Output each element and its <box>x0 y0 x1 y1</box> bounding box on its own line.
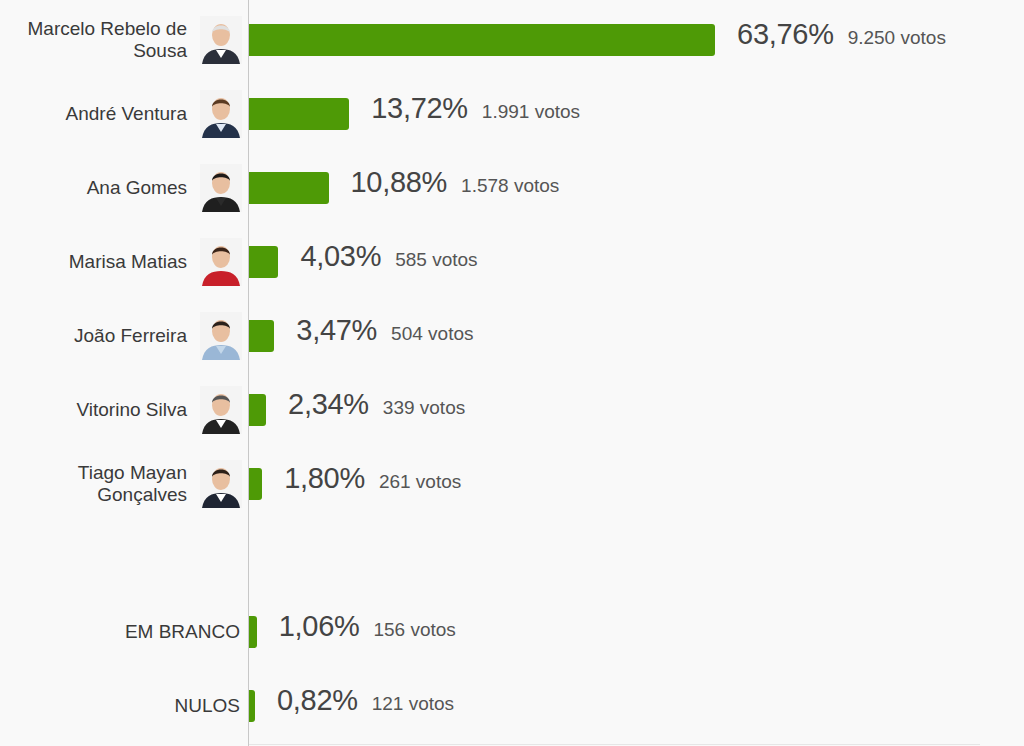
percent-label: 2,34% <box>288 388 369 421</box>
candidate-photo <box>200 312 242 360</box>
data-label-group: 3,47% 504 votos <box>296 314 473 354</box>
votes-label: 339 votos <box>383 397 465 419</box>
data-label-group: 2,34% 339 votos <box>288 388 465 428</box>
data-label-group: 13,72% 1.991 votos <box>371 92 580 132</box>
votes-label: 1.991 votos <box>482 101 580 123</box>
percent-label: 63,76% <box>737 18 834 51</box>
bar <box>249 616 257 648</box>
category-label: Marcelo Rebelo de Sousa <box>7 10 187 70</box>
candidate-photo <box>200 164 242 212</box>
percent-label: 10,88% <box>351 166 448 199</box>
percent-label: 1,80% <box>284 462 365 495</box>
category-label: Tiago Mayan Gonçalves <box>7 454 187 514</box>
percent-label: 3,47% <box>296 314 377 347</box>
candidate-photo <box>200 90 242 138</box>
data-label-group: 1,06% 156 votos <box>279 610 456 650</box>
percent-label: 0,82% <box>277 684 358 717</box>
bar <box>249 690 255 722</box>
votes-label: 121 votos <box>372 693 454 715</box>
bar <box>249 98 349 130</box>
data-label-group: 0,82% 121 votos <box>277 684 454 724</box>
bar <box>249 172 329 204</box>
votes-label: 261 votos <box>379 471 461 493</box>
category-label: EM BRANCO <box>60 602 240 662</box>
category-label: André Ventura <box>7 84 187 144</box>
candidate-photo <box>200 460 242 508</box>
bar <box>249 468 262 500</box>
category-label: Marisa Matias <box>7 232 187 292</box>
data-label-group: 1,80% 261 votos <box>284 462 461 502</box>
category-label: NULOS <box>60 676 240 736</box>
data-label-group: 63,76% 9.250 votos <box>737 18 946 58</box>
category-label: Ana Gomes <box>7 158 187 218</box>
bar <box>249 24 715 56</box>
votes-label: 156 votos <box>373 619 455 641</box>
votes-label: 1.578 votos <box>461 175 559 197</box>
value-range-line <box>249 744 980 745</box>
percent-label: 13,72% <box>371 92 468 125</box>
candidate-photo <box>200 386 242 434</box>
votes-label: 9.250 votos <box>848 27 946 49</box>
percent-label: 4,03% <box>300 240 381 273</box>
bar <box>249 320 274 352</box>
candidate-photo <box>200 238 242 286</box>
category-label: João Ferreira <box>7 306 187 366</box>
candidate-photo <box>200 16 242 64</box>
data-label-group: 10,88% 1.578 votos <box>351 166 560 206</box>
votes-label: 585 votos <box>395 249 477 271</box>
percent-label: 1,06% <box>279 610 360 643</box>
category-label: Vitorino Silva <box>7 380 187 440</box>
bar <box>249 394 266 426</box>
votes-label: 504 votos <box>391 323 473 345</box>
bar <box>249 246 278 278</box>
data-label-group: 4,03% 585 votos <box>300 240 477 280</box>
